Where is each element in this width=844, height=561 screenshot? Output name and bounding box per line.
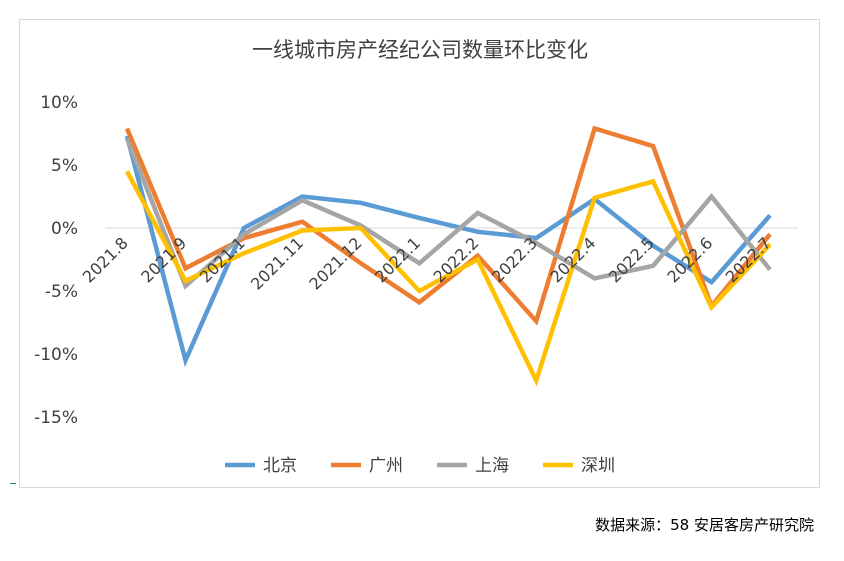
y-tick-label: -10%	[34, 345, 78, 365]
frame-edge-mark	[10, 483, 16, 484]
x-tick-label: 2022.5	[605, 233, 658, 286]
line-chart: 一线城市房产经纪公司数量环比变化 10% 5% 0% -5% -10% -15% 2021.…	[34, 38, 798, 476]
series-line-3	[124, 137, 772, 290]
legend-label: 北京	[263, 456, 297, 476]
legend-label: 深圳	[581, 456, 615, 476]
y-tick-label: -5%	[45, 282, 78, 302]
x-tick-label: 2021.8	[79, 233, 132, 286]
series-line-4	[125, 170, 772, 387]
y-tick-label: -15%	[34, 408, 78, 428]
legend-label: 广州	[369, 456, 403, 476]
x-tick-label: 2022.3	[488, 233, 541, 286]
y-tick-label: 10%	[40, 93, 78, 113]
chart-title: 一线城市房产经纪公司数量环比变化	[252, 38, 588, 62]
x-tick-label: 2021.12	[305, 233, 365, 293]
chart-frame: 一线城市房产经纪公司数量环比变化 10% 5% 0% -5% -10% -15% 2021.…	[19, 19, 820, 488]
y-tick-label: 5%	[51, 156, 78, 176]
y-tick-label: 0%	[51, 219, 78, 239]
legend-label: 上海	[475, 456, 509, 476]
source-note: 数据来源：58 安居客房产研究院	[595, 516, 814, 534]
